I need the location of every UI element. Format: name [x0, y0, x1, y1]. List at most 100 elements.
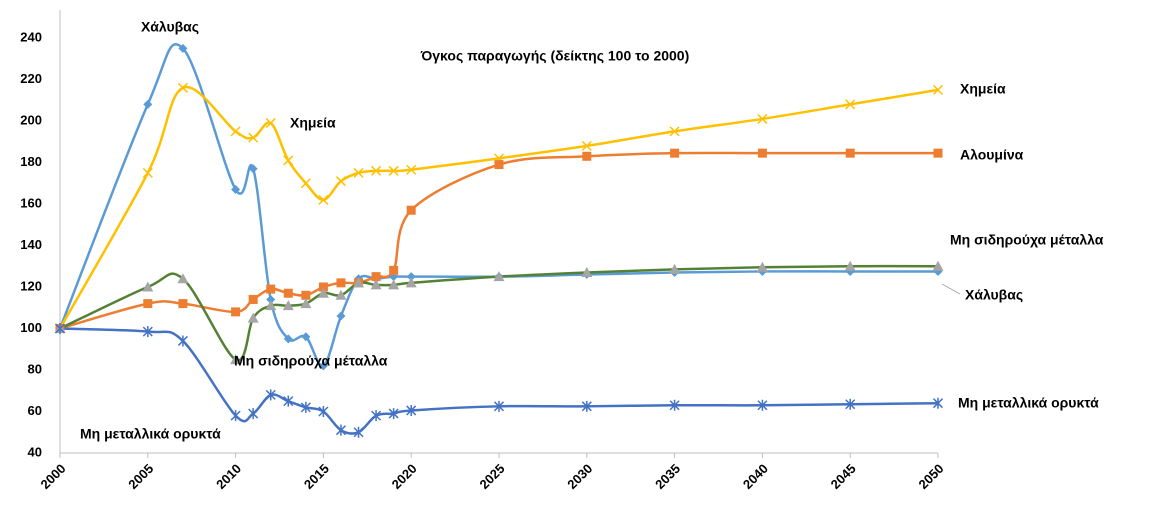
- marker: [301, 332, 311, 342]
- marker: [493, 400, 505, 412]
- marker: [371, 165, 382, 176]
- marker: [335, 176, 346, 187]
- marker: [265, 389, 276, 401]
- y-tick-label: 240: [20, 29, 42, 44]
- marker: [845, 99, 856, 110]
- series-label: Μη μεταλλικά ορυκτά: [958, 395, 1099, 411]
- marker: [318, 361, 328, 371]
- y-tick-label: 120: [20, 278, 42, 293]
- marker: [353, 426, 364, 438]
- marker: [932, 260, 944, 271]
- series-label: Μη σιδηρούχα μέταλλα: [950, 232, 1104, 248]
- marker: [317, 287, 329, 298]
- marker: [300, 298, 312, 309]
- marker: [336, 311, 346, 321]
- y-tick-label: 160: [20, 195, 42, 210]
- x-tick-label: 2000: [37, 461, 68, 492]
- marker: [266, 294, 276, 304]
- marker: [230, 354, 242, 365]
- x-tick-label: 2050: [915, 461, 946, 492]
- marker: [248, 408, 259, 420]
- marker: [844, 260, 856, 271]
- marker: [493, 271, 505, 282]
- marker: [283, 288, 293, 298]
- y-tick-label: 60: [28, 403, 42, 418]
- x-tick-label: 2035: [652, 461, 683, 492]
- marker: [54, 323, 66, 334]
- marker: [388, 408, 399, 420]
- marker: [581, 140, 592, 151]
- marker: [247, 312, 259, 323]
- marker: [371, 272, 381, 282]
- x-tick-label: 2005: [125, 461, 156, 492]
- series-label: Αλουμίνα: [960, 147, 1024, 163]
- marker: [406, 205, 416, 215]
- marker: [142, 326, 153, 338]
- series-line: [59, 151, 938, 330]
- marker: [336, 278, 346, 288]
- marker: [178, 43, 188, 53]
- x-tick-label: 2030: [564, 461, 595, 492]
- marker: [669, 126, 680, 137]
- marker: [177, 335, 188, 347]
- marker: [581, 400, 592, 412]
- marker: [265, 300, 277, 311]
- marker: [143, 299, 153, 309]
- marker: [933, 148, 943, 158]
- marker: [318, 282, 328, 292]
- series-label: Χάλυβας: [141, 19, 199, 35]
- marker: [248, 164, 258, 174]
- marker: [230, 126, 241, 137]
- marker: [388, 165, 399, 176]
- marker: [406, 404, 417, 416]
- series-label: Χημεία: [290, 115, 336, 131]
- marker: [248, 132, 259, 143]
- marker: [757, 148, 767, 158]
- marker: [757, 399, 768, 411]
- marker: [932, 397, 944, 409]
- marker: [266, 284, 276, 294]
- chart-title: Όγκος παραγωγής (δείκτης 100 το 2000): [420, 48, 690, 64]
- series-label: Χημεία: [960, 81, 1006, 97]
- marker: [388, 279, 400, 290]
- marker: [669, 263, 681, 274]
- marker: [670, 148, 680, 158]
- marker: [494, 160, 504, 170]
- marker: [230, 410, 241, 422]
- y-tick-label: 40: [28, 444, 42, 459]
- marker: [177, 82, 188, 93]
- marker: [231, 184, 241, 194]
- marker: [581, 266, 593, 277]
- series-label: Μη σιδηρούχα μέταλλα: [234, 353, 388, 369]
- marker: [231, 307, 241, 317]
- marker: [318, 406, 329, 417]
- marker: [406, 272, 416, 282]
- marker: [353, 277, 365, 288]
- marker: [582, 151, 592, 161]
- y-tick-label: 140: [20, 237, 42, 252]
- x-tick-label: 2020: [389, 461, 420, 492]
- marker: [178, 299, 188, 309]
- marker: [757, 113, 768, 124]
- marker: [370, 279, 382, 290]
- series-label: Μη μεταλλικά ορυκτά: [80, 426, 221, 442]
- marker: [142, 167, 153, 178]
- leader-line: [941, 283, 961, 295]
- series-line: [59, 327, 939, 435]
- marker: [282, 300, 294, 311]
- marker: [283, 334, 293, 344]
- marker: [406, 164, 417, 175]
- y-tick-label: 200: [20, 112, 42, 127]
- marker: [265, 118, 276, 129]
- series-label: Χάλυβας: [965, 287, 1023, 303]
- marker: [335, 424, 346, 436]
- marker: [177, 273, 189, 284]
- marker: [845, 398, 856, 410]
- marker: [353, 167, 364, 178]
- x-tick-label: 2010: [213, 461, 244, 492]
- marker: [371, 410, 382, 422]
- series-line: [58, 85, 939, 330]
- y-tick-label: 220: [20, 71, 42, 86]
